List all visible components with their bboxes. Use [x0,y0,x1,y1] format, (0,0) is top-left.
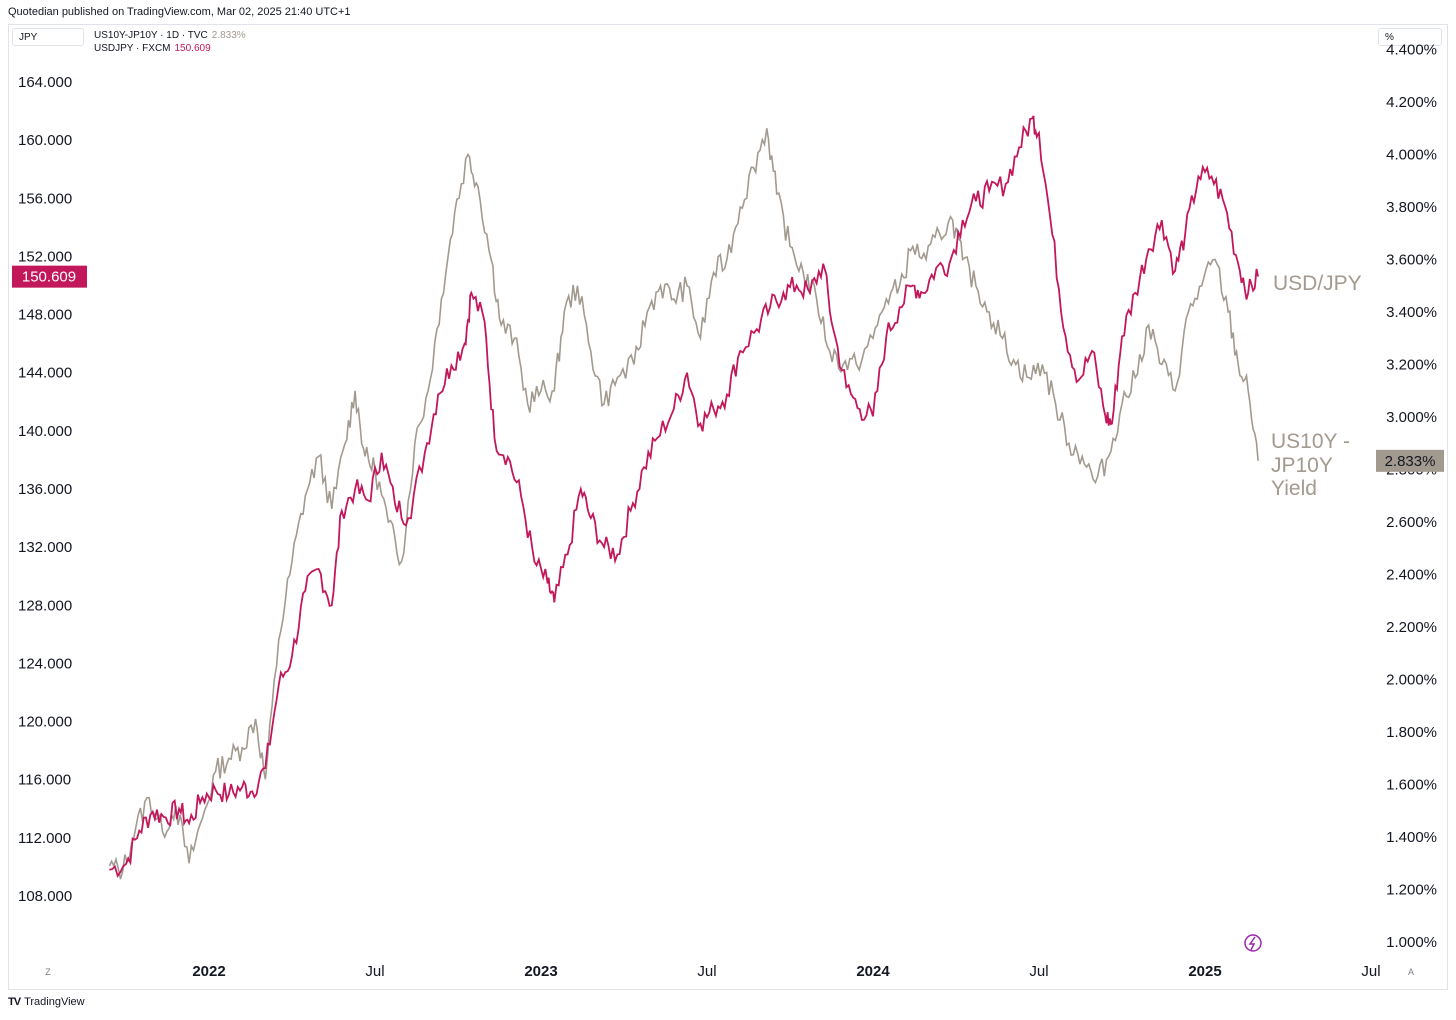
right-tick-label: 2.400% [1386,567,1437,584]
right-tick-label: 2.200% [1386,619,1437,636]
annotation-yield-line2: JP10Y [1271,454,1333,477]
left-tick-label: 164.000 [18,74,72,91]
left-tick-label: 132.000 [18,539,72,556]
time-tick-label: Jul [1361,963,1380,980]
left-scale-currency-button[interactable]: JPY [12,28,84,46]
left-tick-label: 160.000 [18,132,72,149]
left-tick-label: 124.000 [18,655,72,672]
right-tick-label: 1.800% [1386,724,1437,741]
right-tick-label: 2.000% [1386,672,1437,689]
left-tick-label: 120.000 [18,714,72,731]
right-tick-label: 3.000% [1386,409,1437,426]
auto-scale-a-button[interactable]: A [1408,967,1414,977]
legend-value-spread: 2.833% [211,30,246,41]
right-scale-percent-button[interactable]: % [1378,28,1442,46]
legend-value-usdjpy: 150.609 [174,43,211,54]
legend-row-spread[interactable]: US10Y-JP10Y · 1D · TVC 2.833% [94,29,246,42]
right-tick-label: 1.400% [1386,829,1437,846]
left-tick-label: 140.000 [18,423,72,440]
time-tick-label: 2024 [856,963,890,980]
right-tick-label: 3.200% [1386,357,1437,374]
annotation-yield-line1: US10Y - [1271,430,1350,453]
time-tick-label: 2025 [1188,963,1221,980]
time-tick-label: Jul [697,963,716,980]
left-axis: 164.000 160.000 156.000 152.000 148.000 144.0… [18,74,72,905]
chart-legend: US10Y-JP10Y · 1D · TVC 2.833% USDJPY · FX… [94,29,246,55]
right-tick-label: 3.600% [1386,252,1437,269]
legend-label-usdjpy: USDJPY · FXCM [94,43,171,54]
chart-frame [8,24,1448,990]
left-tick-label: 112.000 [18,830,71,847]
left-tick-label: 116.000 [18,772,71,789]
annotation-yield-line3: Yield [1271,477,1317,500]
legend-row-usdjpy[interactable]: USDJPY · FXCM 150.609 [94,42,246,55]
left-tick-label: 136.000 [18,481,72,498]
last-value-badge-usdjpy: 150.609 [12,265,87,288]
annotation-usdjpy: USD/JPY [1273,272,1362,295]
time-tick-label: 2022 [192,963,225,980]
auto-scale-z-button[interactable]: Z [45,967,51,977]
right-tick-label: 4.400% [1386,42,1437,59]
last-value-usdjpy: 150.609 [22,269,76,286]
left-tick-label: 156.000 [18,190,72,207]
left-tick-label: 108.000 [18,888,72,905]
publisher-header: Quotedian published on TradingView.com, … [8,6,351,18]
legend-label-spread: US10Y-JP10Y · 1D · TVC [94,30,208,41]
left-tick-label: 152.000 [18,248,72,265]
footer-branding: TV TradingView [8,996,85,1008]
series-line-spread-yield [108,128,1259,880]
right-tick-label: 4.000% [1386,147,1437,164]
series-line-usdjpy [109,115,1259,878]
left-tick-label: 128.000 [18,597,72,614]
right-tick-label: 3.800% [1386,199,1437,216]
time-tick-label: 2023 [524,963,557,980]
right-tick-label: 1.200% [1386,882,1437,899]
right-tick-label: 1.000% [1386,934,1437,951]
last-value-badge-spread: 2.833% [1376,449,1444,472]
right-tick-label: 3.400% [1386,304,1437,321]
time-axis: 2022 Jul 2023 Jul 2024 Jul 2025 Jul [192,963,1380,980]
left-tick-label: 148.000 [18,307,72,324]
footer-brand-text: TradingView [24,996,85,1008]
time-tick-label: Jul [365,963,384,980]
right-tick-label: 4.200% [1386,94,1437,111]
right-tick-label: 1.600% [1386,777,1437,794]
left-tick-label: 144.000 [18,365,72,382]
last-value-spread: 2.833% [1385,453,1436,470]
tradingview-logo-icon: TV [8,996,21,1008]
right-axis: 4.400% 4.200% 4.000% 3.800% 3.600% 3.400% 3.20… [1386,42,1437,952]
lightning-icon[interactable] [1244,934,1262,952]
right-tick-label: 2.600% [1386,514,1437,531]
time-tick-label: Jul [1029,963,1048,980]
